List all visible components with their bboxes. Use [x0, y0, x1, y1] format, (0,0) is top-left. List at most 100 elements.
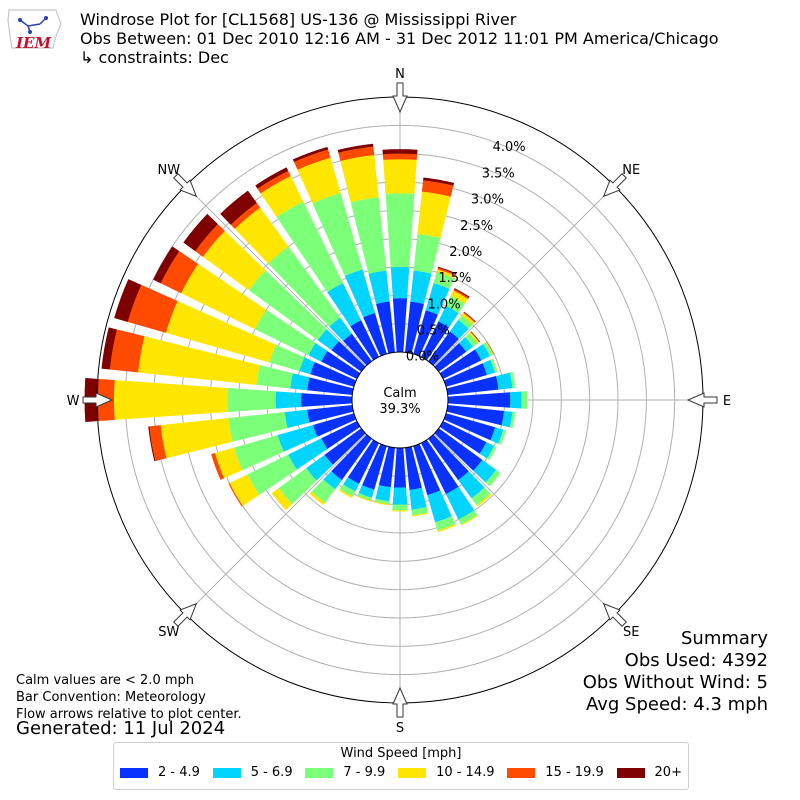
windrose-bar [276, 201, 343, 293]
windrose-bar [443, 363, 487, 387]
windrose-bar [292, 146, 329, 163]
legend-label: 20+ [654, 765, 682, 780]
windrose-bar [434, 428, 483, 471]
windrose-bar [350, 197, 387, 274]
windrose-bar [331, 341, 366, 372]
windrose-bar [435, 516, 456, 531]
windrose-bar [425, 283, 450, 315]
flow-arrow-icon [173, 173, 198, 198]
windrose-bar [434, 343, 467, 372]
windrose-bar [445, 486, 475, 520]
flow-arrow-shape [602, 602, 627, 627]
windrose-bar [288, 438, 328, 470]
windrose-bar [165, 300, 276, 363]
windrose-bar [153, 246, 180, 284]
windrose-bar [437, 267, 456, 276]
windrose-bar [476, 493, 492, 507]
windrose-bar [405, 446, 422, 491]
windrose-bar [417, 191, 451, 238]
legend-swatch [120, 767, 148, 778]
windrose-bar [331, 434, 372, 481]
windrose-bar [148, 426, 156, 462]
windrose-bar [378, 446, 395, 488]
windrose-bar [308, 343, 328, 362]
notes: Calm values are < 2.0 mph Bar Convention… [16, 672, 242, 723]
windrose-bar [485, 341, 494, 355]
windrose-bar [485, 469, 501, 487]
windrose-bar [160, 251, 199, 294]
windrose-bar [413, 233, 441, 274]
windrose-bar [228, 483, 243, 507]
windrose-bar [256, 365, 293, 389]
iem-logo: IEM [6, 6, 62, 52]
windrose-bar [392, 504, 408, 511]
windrose-bar [483, 342, 494, 357]
windrose-bar [421, 180, 454, 197]
legend-swatch [616, 767, 645, 778]
legend-item: 7 - 9.9 [305, 765, 385, 780]
radial-tick-label: 2.5% [460, 219, 493, 234]
avg-speed: Avg Speed: 4.3 mph [586, 694, 768, 715]
windrose-bar [321, 350, 361, 379]
windrose-bar [337, 143, 374, 153]
windrose-bar [409, 487, 427, 510]
windrose-bar [412, 512, 429, 517]
flow-arrow-shape [392, 686, 408, 718]
windrose-bar [445, 295, 465, 314]
obs-between: Obs Between: 01 Dec 2010 12:16 AM - 31 D… [80, 29, 719, 48]
windrose-bar [230, 203, 261, 229]
grid-spoke [185, 185, 367, 367]
direction-label: N [395, 67, 405, 82]
windrose-bar [311, 479, 336, 504]
generated-date: Generated: 11 Jul 2024 [16, 718, 226, 739]
flow-arrows-note: Flow arrows relative to plot center. [16, 707, 242, 722]
windrose-bar [490, 427, 504, 444]
legend-items: 2 - 4.9 5 - 6.9 7 - 9.9 10 - 14.9 15 - 19.9 2… [114, 761, 688, 780]
windrose-bar [312, 193, 363, 276]
windrose-bar [376, 301, 395, 354]
windrose-bar [428, 434, 469, 481]
windrose-bar [234, 435, 284, 471]
legend-item: 20+ [616, 765, 682, 780]
windrose-bar [358, 485, 375, 498]
windrose-bar [449, 319, 469, 339]
windrose-bar [385, 193, 415, 268]
windrose-bar [363, 313, 387, 357]
legend-swatch [305, 767, 334, 778]
calm-circle [351, 351, 449, 449]
windrose-bar [114, 279, 142, 322]
windrose-bar [220, 190, 257, 225]
windrose-bar [313, 413, 357, 437]
windrose-bar [374, 498, 390, 505]
legend-item: 10 - 14.9 [398, 765, 495, 780]
chart-title: Windrose Plot for [CL1568] US-136 @ Miss… [80, 10, 517, 29]
windrose-bar [383, 159, 417, 194]
obs-without-wind: Obs Without Wind: 5 [582, 672, 768, 693]
windrose-bar [393, 447, 407, 488]
direction-label: NE [622, 163, 640, 178]
windrose-bar [492, 358, 498, 373]
flow-arrow-icon [392, 82, 408, 114]
windrose-bar [461, 313, 475, 325]
windrose-bar [211, 453, 225, 480]
windrose-bar [234, 207, 289, 264]
windrose-bar [446, 405, 505, 426]
windrose-bar [350, 320, 379, 361]
windrose-bar [260, 176, 304, 217]
calm-label: Calm [383, 386, 416, 401]
windrose-bar [470, 331, 481, 343]
logo-text: IEM [16, 34, 52, 52]
windrose-bar [421, 321, 450, 361]
constraints: ↳ constraints: Dec [80, 48, 229, 67]
direction-label: S [396, 721, 404, 736]
windrose-bar [458, 471, 485, 499]
windrose-bar [356, 495, 372, 502]
windrose-bar [324, 428, 366, 465]
windrose-bar [463, 311, 476, 322]
legend-item: 2 - 4.9 [120, 765, 200, 780]
legend-label: 5 - 6.9 [250, 765, 293, 780]
windrose-bar [329, 317, 352, 342]
windrose-bar [439, 349, 482, 379]
windrose-bar [357, 493, 372, 501]
windrose-bar [275, 391, 302, 409]
